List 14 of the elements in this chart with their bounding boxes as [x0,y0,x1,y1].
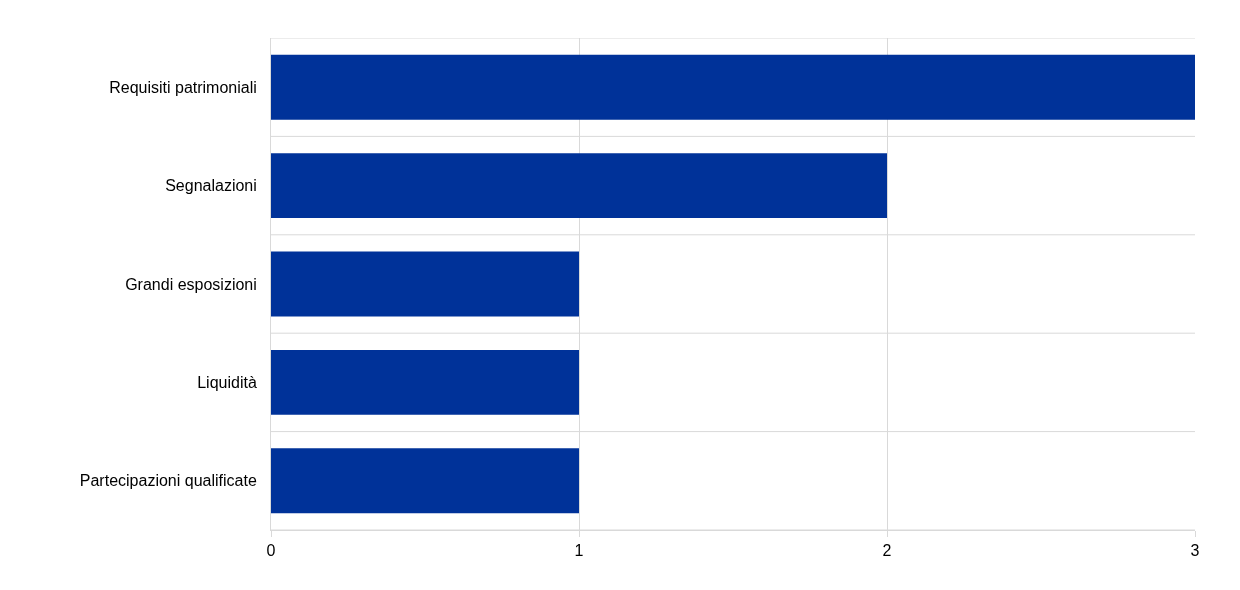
y-tick-label: Liquidità [197,374,257,391]
bar [271,153,887,219]
y-tick-label: Partecipazioni qualificate [79,472,257,490]
y-tick-label: Requisiti patrimoniali [109,78,257,96]
x-tick-label: 2 [882,542,892,560]
x-tick-label: 0 [266,542,276,560]
bar [271,251,579,317]
y-tick-label: Segnalazioni [165,177,257,195]
y-tick-label: Grandi esposizioni [125,275,257,293]
x-tick-label: 3 [1190,542,1200,560]
bar [271,448,579,514]
bar [271,54,1195,120]
x-tick-label: 1 [574,542,584,560]
bar [271,349,579,415]
